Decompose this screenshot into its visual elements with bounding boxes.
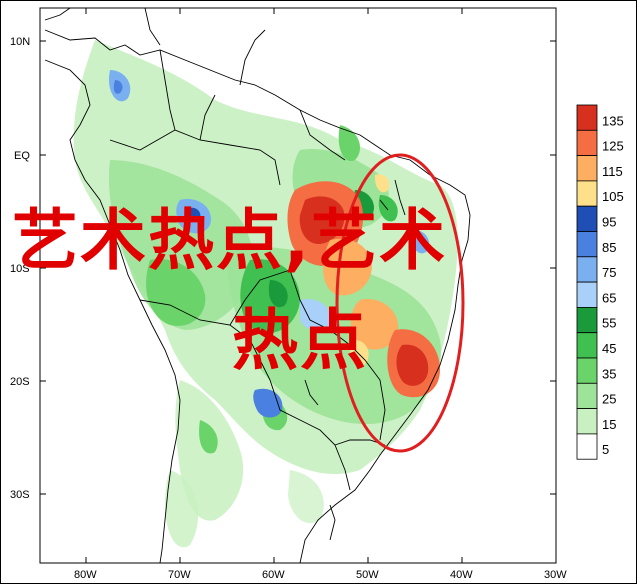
lon-label: 30W [544, 569, 567, 581]
colorbar-label: 75 [602, 265, 616, 280]
lat-label: 10S [10, 263, 30, 275]
colorbar-swatch [576, 382, 598, 409]
colorbar-label: 5 [602, 442, 609, 457]
colorbar-label: 135 [602, 113, 624, 128]
colorbar-swatch [576, 281, 598, 308]
colorbar-swatch [576, 155, 598, 182]
colorbar-swatch [576, 332, 598, 359]
lat-label: 30S [10, 489, 30, 501]
colorbar-swatch [576, 104, 598, 131]
colorbar-label: 105 [602, 189, 624, 204]
lat-label: 20S [10, 376, 30, 388]
colorbar-swatch [576, 256, 598, 283]
colorbar-label: 25 [602, 392, 616, 407]
overlay-text-line2: 热点 [232, 302, 368, 379]
colorbar-swatch [576, 306, 598, 334]
lon-label: 40W [450, 569, 473, 581]
colorbar-label: 95 [602, 215, 616, 230]
colorbar-swatch [576, 408, 598, 435]
lon-label: 70W [168, 569, 191, 581]
colorbar-label: 85 [602, 240, 616, 255]
colorbar-label: 35 [602, 366, 616, 381]
colorbar-label: 55 [602, 316, 616, 331]
lon-label: 80W [74, 569, 97, 581]
colorbar-swatch [576, 357, 598, 384]
colorbar-label: 15 [602, 417, 616, 432]
colorbar-swatch [576, 180, 598, 207]
colorbar-label: 125 [602, 139, 624, 154]
lon-label: 60W [262, 569, 285, 581]
colorbar-swatch [576, 231, 598, 258]
lat-label: 10N [10, 36, 30, 48]
colorbar-label: 65 [602, 290, 616, 305]
overlay-text-line1: 艺术热点,艺术 [12, 202, 448, 279]
colorbar-swatch [576, 433, 598, 460]
colorbar-swatch [576, 205, 598, 232]
lat-label: EQ [14, 150, 30, 162]
lon-label: 50W [356, 569, 379, 581]
colorbar-swatch [576, 129, 598, 157]
highlight-ellipse [335, 153, 465, 453]
colorbar: 135 125 115 105 95 85 75 65 55 45 35 25 15 5 [576, 104, 624, 460]
axis-ticks [40, 8, 556, 563]
colorbar-label: 45 [602, 341, 616, 356]
colorbar-label: 115 [602, 164, 623, 179]
shaded-field [73, 40, 458, 548]
